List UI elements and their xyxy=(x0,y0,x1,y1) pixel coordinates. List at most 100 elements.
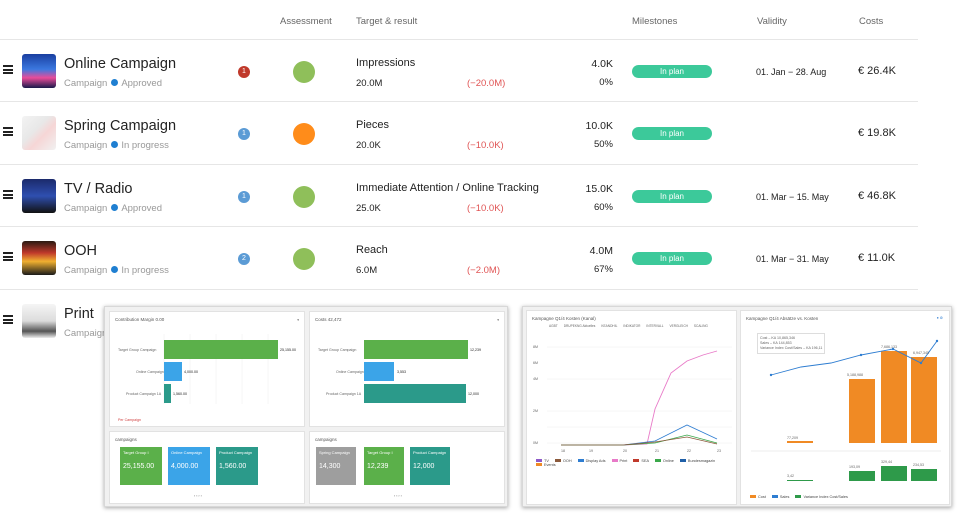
assessment-indicator[interactable] xyxy=(293,186,315,208)
validity-range: 01. Mar − 31. May xyxy=(756,254,829,264)
campaign-name[interactable]: Print xyxy=(64,306,94,322)
campaign-thumbnail xyxy=(22,54,56,88)
pagination-icon[interactable]: ‹ ‹ › › xyxy=(194,494,202,498)
comment-icon[interactable]: ● ⚙ xyxy=(936,316,943,320)
validity-range: 01. Mar − 15. May xyxy=(756,192,829,202)
bar-label: Online Campaign xyxy=(136,370,164,374)
bar-variance xyxy=(787,480,813,481)
assessment-indicator[interactable] xyxy=(293,123,315,145)
campaign-cards-left: campaigns Target Group I 25,155.00 Online… xyxy=(109,431,305,504)
assessment-indicator[interactable] xyxy=(293,248,315,270)
dashboard-screenshot-channels: Kampagne Q1/4 Kosten (Kanal) AGBT DRUPEK… xyxy=(522,306,952,507)
y-tick: 0M xyxy=(533,441,538,445)
panel-menu-icon[interactable]: ▾ xyxy=(297,318,299,322)
campaign-meta: Campaign In progress xyxy=(64,140,169,151)
table-row[interactable]: Print Campaign xyxy=(0,289,918,351)
campaign-meta: Campaign Approved xyxy=(64,78,162,89)
costs-panel: Costs 42,472 ▾ Target Group Campaign Onl… xyxy=(309,311,505,427)
chart-tab[interactable]: INTERVALL xyxy=(646,324,664,328)
drag-handle-icon[interactable] xyxy=(3,252,13,261)
pagination-icon[interactable]: ‹ ‹ › › xyxy=(394,494,402,498)
notification-badge[interactable]: 2 xyxy=(238,253,250,265)
bar-variance xyxy=(911,469,937,481)
metric-percent: 50% xyxy=(593,139,613,150)
chart-tab[interactable]: VERGLEICH xyxy=(669,324,688,328)
bar-label: Product Campaign 1A xyxy=(326,392,362,396)
panel-title: campaigns xyxy=(115,437,137,442)
bar-value: 3,553 xyxy=(397,370,406,374)
campaign-cost: € 46.8K xyxy=(858,190,896,202)
metric-result: 4.0M xyxy=(589,245,613,257)
campaign-meta: Campaign xyxy=(64,328,108,339)
bar-product-campaign xyxy=(164,384,171,403)
chart-tab[interactable]: INDIKATOR xyxy=(623,324,641,328)
y-tick: 4M xyxy=(533,377,538,381)
panel-title: Contribution Margin 0.00 xyxy=(115,317,165,322)
validity-range: 01. Jan − 28. Aug xyxy=(756,67,827,77)
metric-result: 15.0K xyxy=(585,183,613,195)
bar-label: Online Campaign xyxy=(336,370,364,374)
metric-result: 10.0K xyxy=(585,120,613,132)
campaign-card[interactable]: Target Group I 25,155.00 xyxy=(120,447,162,485)
notification-badge[interactable]: 1 xyxy=(238,191,250,203)
campaign-name[interactable]: Online Campaign xyxy=(64,56,177,72)
drag-handle-icon[interactable] xyxy=(3,190,13,199)
campaign-cost: € 19.8K xyxy=(858,127,896,139)
chart-legend: Cost Sales Variance Index Cost/Sales xyxy=(745,495,848,499)
metric-target: 25.0K xyxy=(356,203,381,214)
milestone-status[interactable]: In plan xyxy=(632,127,712,140)
campaign-cards-right: campaigns Spring Campaign 14,300 Target G… xyxy=(309,431,505,504)
metric-target: 20.0M xyxy=(356,78,383,89)
bar-variance xyxy=(881,466,907,481)
x-tick: 21 xyxy=(655,449,659,453)
milestone-status[interactable]: In plan xyxy=(632,252,712,265)
notification-badge[interactable]: 1 xyxy=(238,128,250,140)
drag-handle-icon[interactable] xyxy=(3,65,13,74)
bar-label: Target Group Campaign xyxy=(318,348,357,352)
bar-online-campaign xyxy=(364,362,394,381)
chart-tab[interactable]: KEANDHIL xyxy=(601,324,618,328)
col-validity: Validity xyxy=(757,16,787,27)
campaign-name[interactable]: OOH xyxy=(64,243,98,259)
x-tick: 20 xyxy=(623,449,627,453)
campaign-card[interactable]: Product Campaign 12,000 xyxy=(410,447,450,485)
chart-tab[interactable]: SCALING xyxy=(693,324,708,328)
panel-title: Kampagne Q1/4 Absätze vs. Kosten xyxy=(746,316,819,321)
table-row[interactable]: Spring Campaign Campaign In progress 1 Pi… xyxy=(0,101,918,163)
drag-handle-icon[interactable] xyxy=(3,315,13,324)
campaign-cost: € 26.4K xyxy=(858,65,896,77)
metric-target: 20.0K xyxy=(356,140,381,151)
metric-delta: (−2.0M) xyxy=(467,265,500,276)
table-row[interactable]: Online Campaign Campaign Approved 1 Impre… xyxy=(0,39,918,101)
drag-handle-icon[interactable] xyxy=(3,127,13,136)
campaign-name[interactable]: Spring Campaign xyxy=(64,118,177,134)
campaign-card[interactable]: Target Group I 12,239 xyxy=(364,447,404,485)
bar-value: 1,560.00 xyxy=(173,392,187,396)
x-tick: 19 xyxy=(589,449,593,453)
milestone-status[interactable]: In plan xyxy=(632,65,712,78)
bar-cost xyxy=(881,351,907,443)
campaign-meta: Campaign Approved xyxy=(64,203,162,214)
table-row[interactable]: TV / Radio Campaign Approved 1 Immediate … xyxy=(0,164,918,226)
per-campaign-link[interactable]: Per Campaign xyxy=(118,418,141,422)
bar-label: Product Campaign 1A xyxy=(126,392,162,396)
table-row[interactable]: OOH Campaign In progress 2 Reach 6.0M (−2… xyxy=(0,226,918,288)
status-dot-icon xyxy=(111,79,119,86)
campaign-name[interactable]: TV / Radio xyxy=(64,181,133,197)
bar-target-group xyxy=(364,340,468,359)
campaign-card[interactable]: Spring Campaign 14,300 xyxy=(316,447,356,485)
campaign-card[interactable]: Product Campaign 1,560.00 xyxy=(216,447,258,485)
bar-value: 6,947,345 xyxy=(913,351,929,355)
bar-value: 193,09 xyxy=(849,465,860,469)
campaign-cost: € 11.0K xyxy=(858,252,896,264)
series-display-ads xyxy=(561,424,718,446)
panel-menu-icon[interactable]: ▾ xyxy=(497,318,499,322)
assessment-indicator[interactable] xyxy=(293,61,315,83)
contribution-panel: Contribution Margin 0.00 ▾ Target Group … xyxy=(109,311,305,427)
notification-badge[interactable]: 1 xyxy=(238,66,250,78)
chart-tab[interactable]: DRUPEKNG Aktuelles xyxy=(563,324,596,328)
milestone-status[interactable]: In plan xyxy=(632,190,712,203)
campaign-card[interactable]: Online Campaign 4,000.00 xyxy=(168,447,210,485)
chart-tab[interactable]: AGBT xyxy=(549,324,558,328)
dashboard-screenshot-contribution: Contribution Margin 0.00 ▾ Target Group … xyxy=(104,306,508,507)
